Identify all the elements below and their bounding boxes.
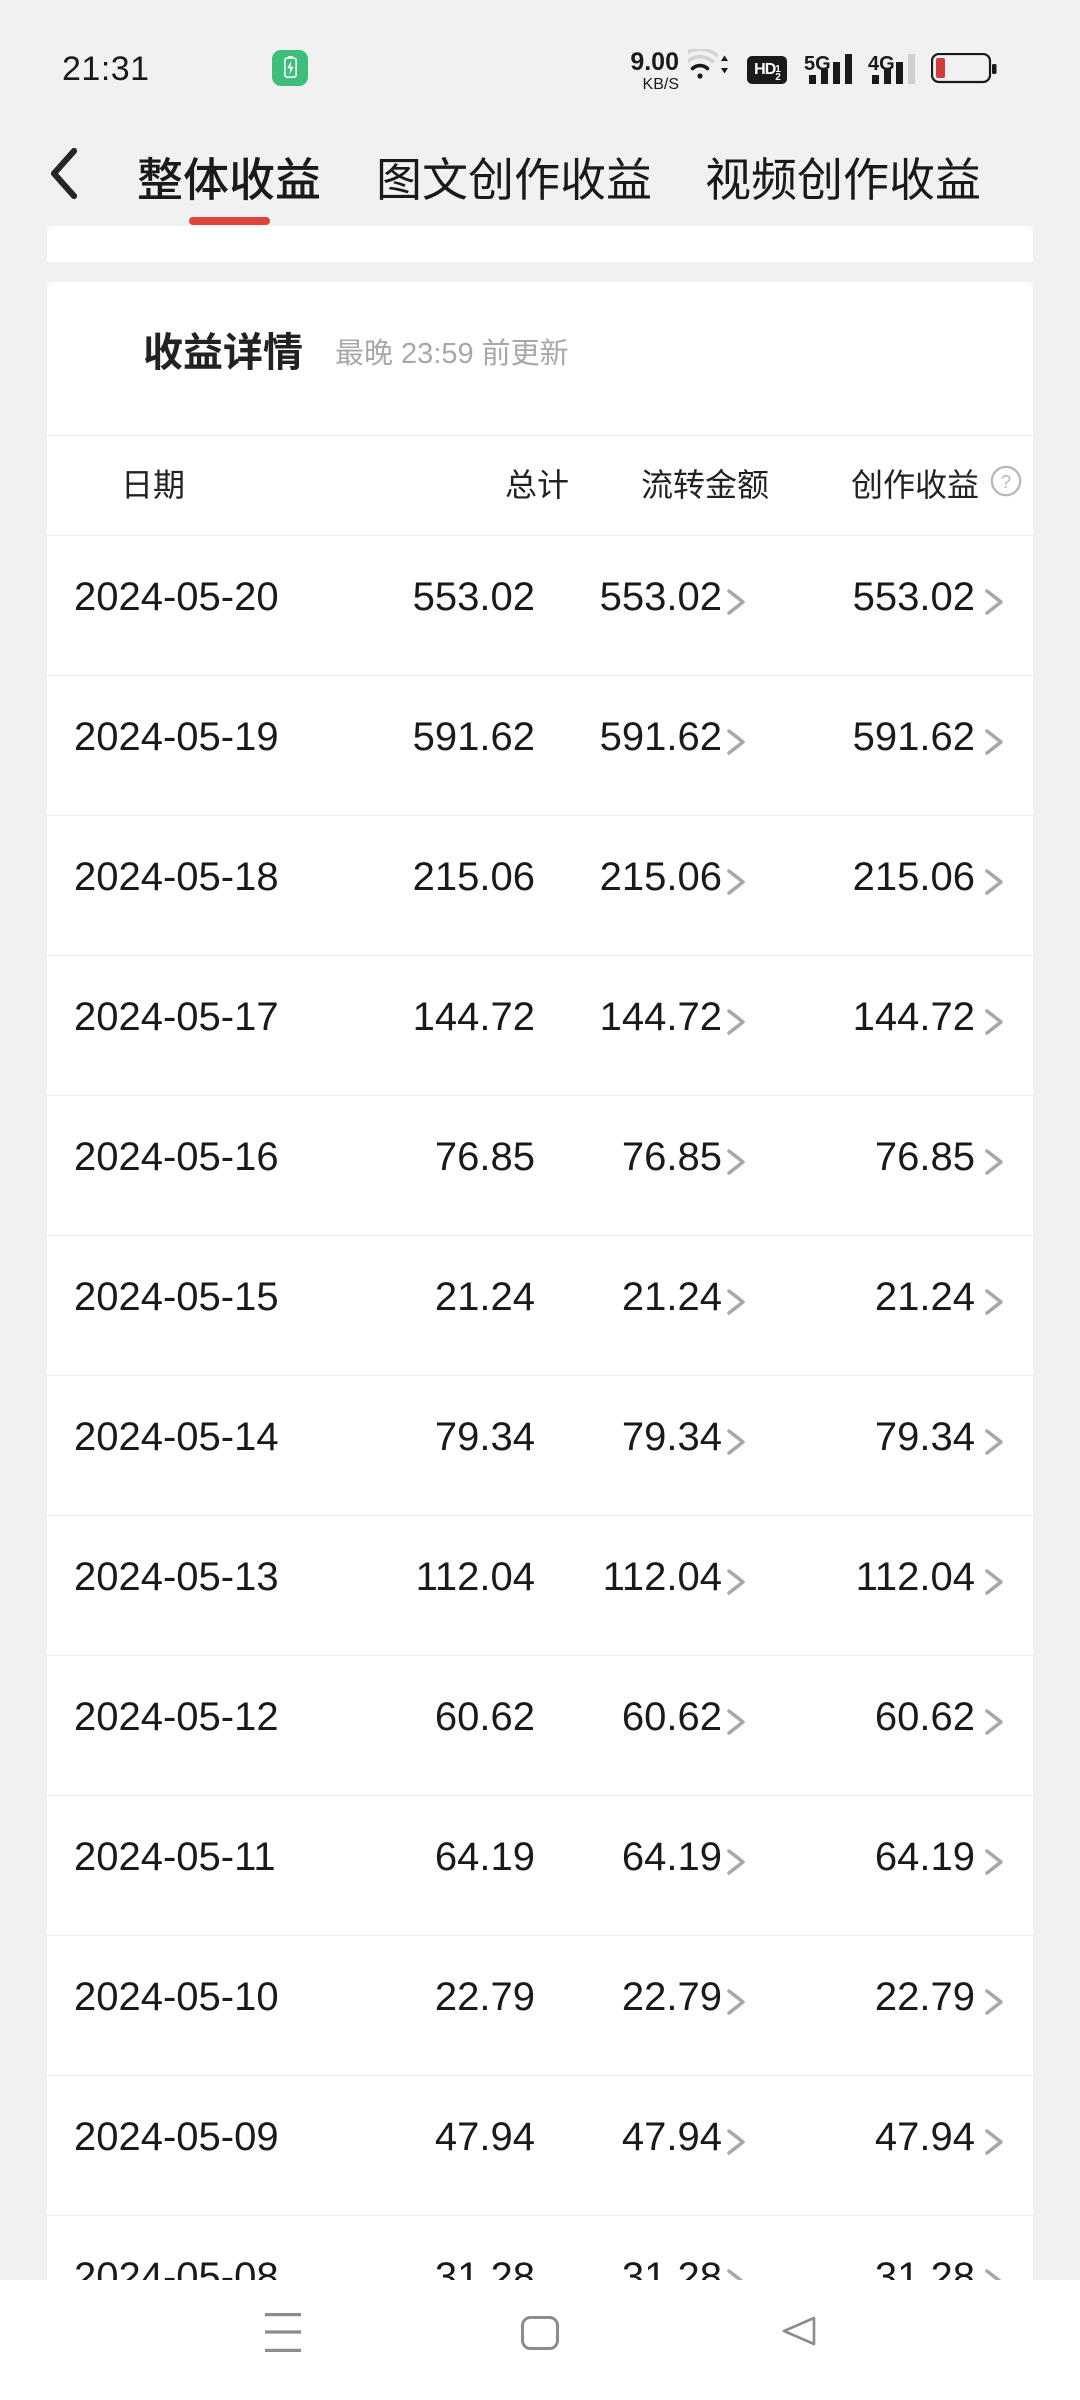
- svg-text:?: ?: [1001, 471, 1011, 492]
